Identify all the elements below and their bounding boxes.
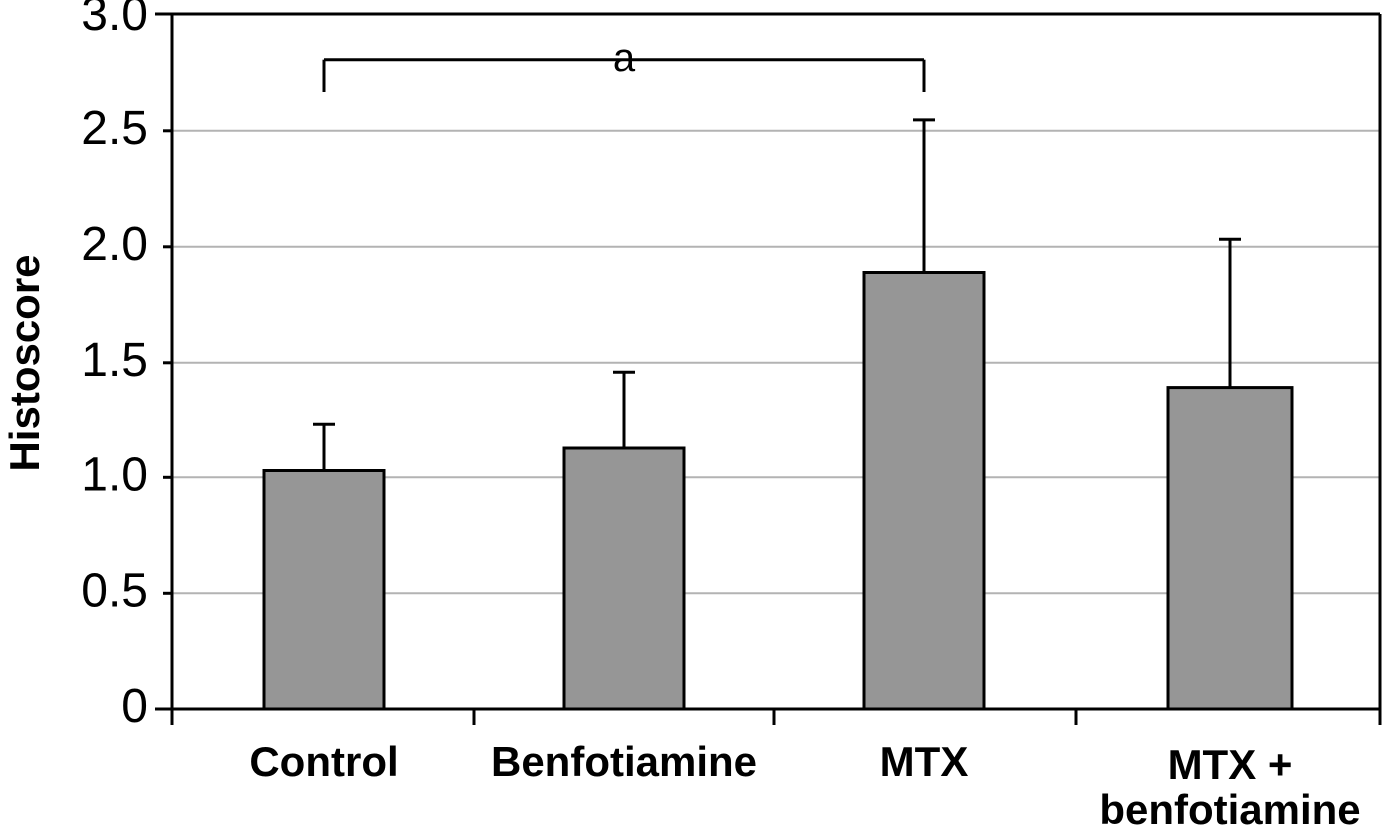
svg-text:2.5: 2.5 bbox=[81, 102, 148, 155]
svg-text:Benfotiamine: Benfotiamine bbox=[491, 738, 757, 785]
svg-text:2.0: 2.0 bbox=[81, 218, 148, 271]
svg-text:Histoscore: Histoscore bbox=[1, 254, 48, 471]
svg-text:0: 0 bbox=[121, 680, 148, 733]
svg-text:1.5: 1.5 bbox=[81, 334, 148, 387]
svg-text:MTX +: MTX + bbox=[1168, 741, 1293, 788]
svg-text:benfotiamine: benfotiamine bbox=[1099, 786, 1360, 826]
svg-text:MTX: MTX bbox=[880, 738, 969, 785]
svg-text:1.0: 1.0 bbox=[81, 448, 148, 501]
svg-text:3.0: 3.0 bbox=[81, 0, 148, 41]
svg-text:Control: Control bbox=[249, 738, 398, 785]
svg-text:a: a bbox=[613, 36, 636, 80]
svg-text:0.5: 0.5 bbox=[81, 564, 148, 617]
